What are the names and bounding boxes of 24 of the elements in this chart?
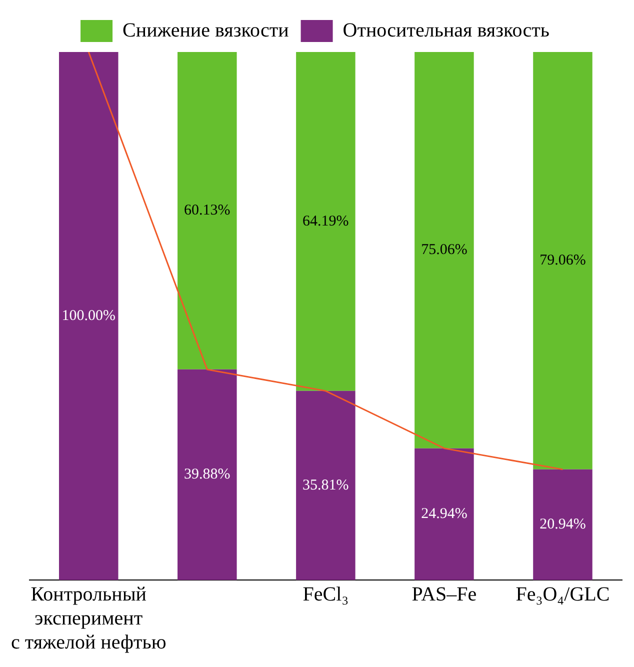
bar <box>414 448 474 580</box>
legend-label: Относительная вязкость <box>342 19 550 42</box>
data-label: 79.06% <box>540 252 586 269</box>
bar <box>414 52 474 448</box>
bar <box>178 52 237 370</box>
data-label: 100.00% <box>62 308 116 324</box>
bar <box>58 52 118 580</box>
x-tick-label: FeCl₃ <box>302 583 349 606</box>
data-label: 24.94% <box>421 506 468 522</box>
data-label: 75.06% <box>421 242 468 258</box>
bar <box>178 369 237 580</box>
bar <box>296 390 356 580</box>
bar <box>533 52 592 470</box>
x-tick-label: PAS–Fe <box>412 583 477 606</box>
data-label: 39.88% <box>184 466 230 483</box>
data-label: 35.81% <box>302 477 349 494</box>
x-tick-label: Контрольный эксперимент с тяжелой нефтью <box>10 583 166 654</box>
data-label: 64.19% <box>302 213 349 230</box>
legend-label: Снижение вязкости <box>122 19 290 42</box>
x-tick-label: Fe₃O₄/GLC <box>516 583 610 606</box>
data-label: 60.13% <box>184 202 230 219</box>
bar <box>296 52 356 391</box>
bar <box>533 469 592 580</box>
data-label: 20.94% <box>540 516 586 533</box>
